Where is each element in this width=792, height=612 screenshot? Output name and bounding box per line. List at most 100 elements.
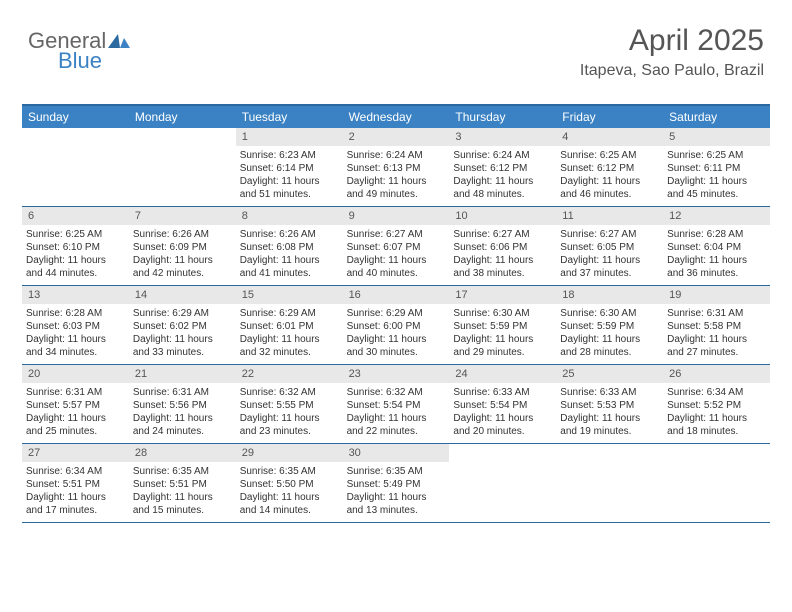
daylight-text: Daylight: 11 hours and 20 minutes. [453, 412, 552, 438]
day-cell: 13Sunrise: 6:28 AMSunset: 6:03 PMDayligh… [22, 286, 129, 364]
sunset-text: Sunset: 5:51 PM [26, 478, 125, 491]
daylight-text: Daylight: 11 hours and 37 minutes. [560, 254, 659, 280]
day-cell: 22Sunrise: 6:32 AMSunset: 5:55 PMDayligh… [236, 365, 343, 443]
day-cell: 30Sunrise: 6:35 AMSunset: 5:49 PMDayligh… [343, 444, 450, 522]
sunrise-text: Sunrise: 6:32 AM [240, 386, 339, 399]
sunset-text: Sunset: 5:49 PM [347, 478, 446, 491]
sunset-text: Sunset: 5:51 PM [133, 478, 232, 491]
day-cell: 10Sunrise: 6:27 AMSunset: 6:06 PMDayligh… [449, 207, 556, 285]
day-number: 6 [22, 207, 129, 225]
sunrise-text: Sunrise: 6:33 AM [560, 386, 659, 399]
day-number: 8 [236, 207, 343, 225]
day-cell: 5Sunrise: 6:25 AMSunset: 6:11 PMDaylight… [663, 128, 770, 206]
day-body: Sunrise: 6:30 AMSunset: 5:59 PMDaylight:… [449, 304, 556, 363]
day-body: Sunrise: 6:35 AMSunset: 5:49 PMDaylight:… [343, 462, 450, 521]
sunset-text: Sunset: 5:59 PM [453, 320, 552, 333]
day-cell: 11Sunrise: 6:27 AMSunset: 6:05 PMDayligh… [556, 207, 663, 285]
day-cell: 6Sunrise: 6:25 AMSunset: 6:10 PMDaylight… [22, 207, 129, 285]
day-cell: 9Sunrise: 6:27 AMSunset: 6:07 PMDaylight… [343, 207, 450, 285]
sunrise-text: Sunrise: 6:31 AM [26, 386, 125, 399]
daylight-text: Daylight: 11 hours and 19 minutes. [560, 412, 659, 438]
month-title: April 2025 [580, 24, 764, 58]
dow-cell: Wednesday [343, 106, 450, 128]
daylight-text: Daylight: 11 hours and 46 minutes. [560, 175, 659, 201]
day-cell: 4Sunrise: 6:25 AMSunset: 6:12 PMDaylight… [556, 128, 663, 206]
day-number: 4 [556, 128, 663, 146]
location-label: Itapeva, Sao Paulo, Brazil [580, 62, 764, 80]
daylight-text: Daylight: 11 hours and 25 minutes. [26, 412, 125, 438]
day-body: Sunrise: 6:31 AMSunset: 5:58 PMDaylight:… [663, 304, 770, 363]
day-body: Sunrise: 6:29 AMSunset: 6:02 PMDaylight:… [129, 304, 236, 363]
day-number: 15 [236, 286, 343, 304]
daylight-text: Daylight: 11 hours and 33 minutes. [133, 333, 232, 359]
daylight-text: Daylight: 11 hours and 38 minutes. [453, 254, 552, 280]
day-body: Sunrise: 6:29 AMSunset: 6:01 PMDaylight:… [236, 304, 343, 363]
day-cell: 25Sunrise: 6:33 AMSunset: 5:53 PMDayligh… [556, 365, 663, 443]
dow-row: SundayMondayTuesdayWednesdayThursdayFrid… [22, 106, 770, 128]
calendar: SundayMondayTuesdayWednesdayThursdayFrid… [22, 104, 770, 523]
day-cell: 27Sunrise: 6:34 AMSunset: 5:51 PMDayligh… [22, 444, 129, 522]
day-cell: 14Sunrise: 6:29 AMSunset: 6:02 PMDayligh… [129, 286, 236, 364]
daylight-text: Daylight: 11 hours and 36 minutes. [667, 254, 766, 280]
sunrise-text: Sunrise: 6:29 AM [240, 307, 339, 320]
daylight-text: Daylight: 11 hours and 42 minutes. [133, 254, 232, 280]
week-row: 20Sunrise: 6:31 AMSunset: 5:57 PMDayligh… [22, 365, 770, 444]
day-cell: 18Sunrise: 6:30 AMSunset: 5:59 PMDayligh… [556, 286, 663, 364]
sunrise-text: Sunrise: 6:24 AM [453, 149, 552, 162]
sunset-text: Sunset: 6:10 PM [26, 241, 125, 254]
daylight-text: Daylight: 11 hours and 28 minutes. [560, 333, 659, 359]
day-number: 22 [236, 365, 343, 383]
sunrise-text: Sunrise: 6:30 AM [560, 307, 659, 320]
day-body: Sunrise: 6:26 AMSunset: 6:08 PMDaylight:… [236, 225, 343, 284]
sunset-text: Sunset: 6:09 PM [133, 241, 232, 254]
sunset-text: Sunset: 6:03 PM [26, 320, 125, 333]
day-cell [22, 128, 129, 206]
day-body: Sunrise: 6:25 AMSunset: 6:10 PMDaylight:… [22, 225, 129, 284]
sunrise-text: Sunrise: 6:31 AM [133, 386, 232, 399]
day-number: 19 [663, 286, 770, 304]
day-cell: 17Sunrise: 6:30 AMSunset: 5:59 PMDayligh… [449, 286, 556, 364]
day-number: 16 [343, 286, 450, 304]
day-number: 12 [663, 207, 770, 225]
week-row: 27Sunrise: 6:34 AMSunset: 5:51 PMDayligh… [22, 444, 770, 523]
day-cell: 8Sunrise: 6:26 AMSunset: 6:08 PMDaylight… [236, 207, 343, 285]
sunset-text: Sunset: 6:14 PM [240, 162, 339, 175]
day-number: 17 [449, 286, 556, 304]
day-number: 20 [22, 365, 129, 383]
day-cell: 23Sunrise: 6:32 AMSunset: 5:54 PMDayligh… [343, 365, 450, 443]
day-cell [129, 128, 236, 206]
sunrise-text: Sunrise: 6:31 AM [667, 307, 766, 320]
daylight-text: Daylight: 11 hours and 15 minutes. [133, 491, 232, 517]
daylight-text: Daylight: 11 hours and 48 minutes. [453, 175, 552, 201]
day-number: 30 [343, 444, 450, 462]
daylight-text: Daylight: 11 hours and 41 minutes. [240, 254, 339, 280]
day-body: Sunrise: 6:35 AMSunset: 5:51 PMDaylight:… [129, 462, 236, 521]
sunrise-text: Sunrise: 6:28 AM [667, 228, 766, 241]
sunrise-text: Sunrise: 6:27 AM [560, 228, 659, 241]
sunset-text: Sunset: 6:12 PM [453, 162, 552, 175]
sunrise-text: Sunrise: 6:30 AM [453, 307, 552, 320]
day-body: Sunrise: 6:32 AMSunset: 5:55 PMDaylight:… [236, 383, 343, 442]
logo-line2: Blue [58, 48, 102, 74]
sunset-text: Sunset: 5:58 PM [667, 320, 766, 333]
day-body: Sunrise: 6:33 AMSunset: 5:53 PMDaylight:… [556, 383, 663, 442]
day-cell: 3 Sunrise: 6:24 AMSunset: 6:12 PMDaylight… [449, 128, 556, 206]
day-number: 21 [129, 365, 236, 383]
daylight-text: Daylight: 11 hours and 51 minutes. [240, 175, 339, 201]
dow-cell: Friday [556, 106, 663, 128]
day-body: Sunrise: 6:26 AMSunset: 6:09 PMDaylight:… [129, 225, 236, 284]
day-number: 13 [22, 286, 129, 304]
day-number: 1 [236, 128, 343, 146]
sunset-text: Sunset: 5:59 PM [560, 320, 659, 333]
week-row: 6Sunrise: 6:25 AMSunset: 6:10 PMDaylight… [22, 207, 770, 286]
day-number: 24 [449, 365, 556, 383]
day-number: 3 [449, 128, 556, 146]
sunset-text: Sunset: 6:11 PM [667, 162, 766, 175]
day-body: Sunrise: 6:35 AMSunset: 5:50 PMDaylight:… [236, 462, 343, 521]
sunset-text: Sunset: 6:07 PM [347, 241, 446, 254]
sunrise-text: Sunrise: 6:27 AM [453, 228, 552, 241]
day-cell [663, 444, 770, 522]
sunrise-text: Sunrise: 6:23 AM [240, 149, 339, 162]
sunrise-text: Sunrise: 6:32 AM [347, 386, 446, 399]
daylight-text: Daylight: 11 hours and 24 minutes. [133, 412, 232, 438]
